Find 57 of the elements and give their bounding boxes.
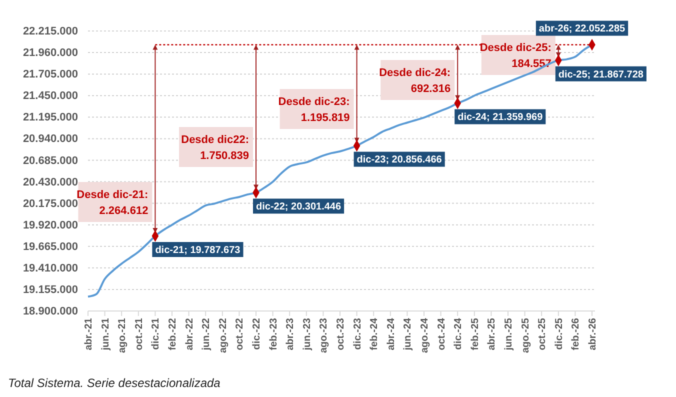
x-tick-label: dic.-21 bbox=[150, 318, 162, 350]
x-tick-label: abr.-23 bbox=[285, 318, 296, 350]
x-tick-label: jun.-23 bbox=[302, 318, 313, 352]
annotation: dic-21; 19.787.673 bbox=[155, 245, 241, 256]
x-tick-label: jun.-25 bbox=[504, 318, 514, 352]
x-tick-label: oct.-22 bbox=[234, 318, 246, 350]
annotation: Desde dic-21: 2.264.612 bbox=[76, 189, 148, 217]
x-tick-label: dic.-22 bbox=[252, 318, 262, 350]
x-tick-label: ago.-21 bbox=[117, 318, 128, 354]
x-tick-label: oct.-21 bbox=[134, 318, 145, 350]
x-tick-label: feb.-22 bbox=[168, 318, 178, 350]
y-tick-label: 21.960.000 bbox=[22, 47, 78, 60]
x-tick-label: feb.-24 bbox=[369, 318, 380, 350]
annotation: Desde dic-23: 1.195.819 bbox=[278, 96, 350, 124]
y-tick-label: 21.705.000 bbox=[22, 68, 78, 81]
y-tick-label: 21.450.000 bbox=[22, 90, 78, 102]
x-tick-label: feb.-26 bbox=[570, 318, 582, 350]
x-tick-label: dic.-24 bbox=[453, 318, 464, 350]
x-tick-label: abr.-25 bbox=[486, 318, 498, 350]
y-tick-label: 20.940.000 bbox=[22, 133, 78, 146]
x-tick-label: ago.-23 bbox=[318, 318, 330, 354]
annotation: Desde dic22: 1.750.839 bbox=[181, 134, 249, 162]
annotation: dic-22; 20.301.446 bbox=[256, 202, 342, 213]
x-tick-label: abr.-22 bbox=[184, 318, 196, 350]
y-tick-label: 21.195.000 bbox=[22, 112, 78, 124]
x-tick-label: dic.-23 bbox=[352, 318, 364, 350]
y-tick-label: 18.900.000 bbox=[22, 306, 78, 318]
annotation: Desde dic-25: 184.557 bbox=[480, 42, 552, 70]
y-tick-label: 20.685.000 bbox=[22, 154, 78, 167]
y-tick-label: 22.215.000 bbox=[22, 26, 78, 38]
x-tick-label: jun.-24 bbox=[402, 318, 414, 352]
annotation: abr-26; 22.052.285 bbox=[538, 24, 626, 35]
y-tick-label: 20.175.000 bbox=[22, 198, 78, 210]
y-tick-label: 20.430.000 bbox=[22, 176, 78, 188]
annotation: dic-24; 21.359.969 bbox=[458, 112, 544, 124]
x-tick-label: oct.-24 bbox=[436, 318, 448, 350]
x-tick-label: feb.-23 bbox=[268, 318, 280, 350]
x-tick-label: abr.-26 bbox=[588, 318, 598, 350]
annotation: Desde dic-24: 692.316 bbox=[379, 67, 451, 95]
y-tick-label: 19.155.000 bbox=[22, 284, 78, 296]
x-tick-label: jun.-22 bbox=[201, 318, 212, 352]
x-tick-label: abr.-21 bbox=[84, 318, 94, 350]
annotation: dic-25; 21.867.728 bbox=[558, 69, 644, 80]
annotation: dic-23; 20.856.466 bbox=[356, 154, 442, 166]
x-tick-label: jun.-21 bbox=[100, 318, 112, 352]
y-tick-label: 19.665.000 bbox=[22, 240, 78, 253]
x-tick-label: ago.-22 bbox=[218, 318, 229, 354]
x-tick-label: dic.-25 bbox=[554, 318, 565, 350]
x-tick-label: ago.-24 bbox=[420, 318, 430, 354]
x-tick-label: oct.-23 bbox=[336, 318, 346, 350]
x-tick-label: abr.-24 bbox=[386, 318, 397, 350]
x-tick-label: feb.-25 bbox=[470, 318, 481, 350]
y-tick-label: 19.410.000 bbox=[22, 262, 78, 274]
y-tick-label: 19.920.000 bbox=[22, 219, 78, 232]
x-tick-label: ago.-25 bbox=[520, 318, 532, 354]
text: Total Sistema. Serie desestacionalizada bbox=[8, 376, 221, 390]
x-tick-label: oct.-25 bbox=[537, 318, 548, 350]
